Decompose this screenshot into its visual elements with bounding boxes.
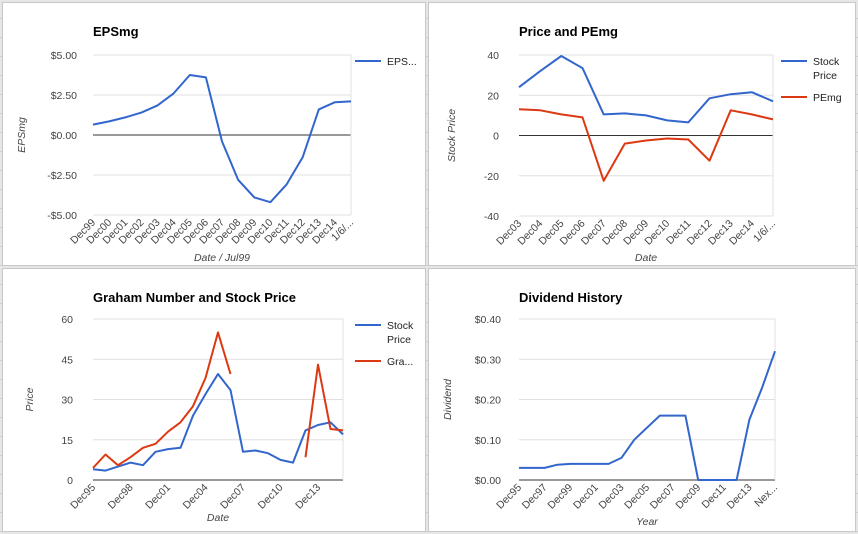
x-tick-label: Dec05 [622,482,652,512]
y-tick-label: 0 [67,475,73,487]
x-tick-label: Dec03 [597,482,627,512]
chart-epsmg: EPSmg-$5.00-$2.50$0.00$2.50$5.00EPSmgDec… [16,24,417,264]
x-tick-label: Dec04 [181,482,211,512]
y-tick-label: -$2.50 [47,170,77,182]
x-axis-title: Date / Jul99 [194,252,250,264]
chart-title: EPSmg [93,24,139,39]
x-tick-label: Dec10 [256,482,286,512]
y-tick-label: 40 [487,50,499,62]
y-tick-label: $0.00 [51,130,77,142]
y-tick-label: 30 [61,395,73,407]
series-line-dividend [519,350,776,481]
chart-panel-graham: Graham Number and Stock Price 0 15 30 45 60 Pr… [2,268,426,532]
y-tick-label: $2.50 [51,90,77,102]
y-tick-label: $0.20 [475,395,501,407]
x-tick-label: 1/6/... [751,218,778,245]
x-tick-label: Dec13 [725,482,755,512]
y-tick-label: 0 [493,131,499,143]
y-tick-label: -$5.00 [47,210,77,222]
y-tick-label: -40 [484,211,499,223]
x-axis-title: Date [635,252,657,264]
chart-panel-price-pemg: Price and PEmg -40 -20 0 20 40 Stock Price Dec0… [428,2,856,266]
y-tick-label: $0.40 [475,314,501,326]
x-tick-label: Dec09 [673,482,703,512]
legend-label: Price [813,70,837,82]
x-axis-title: Year [636,516,658,528]
y-tick-label: -20 [484,171,499,183]
x-tick-label: Dec01 [571,482,601,512]
chart-title: Dividend History [519,290,623,305]
y-axis-title: Price [24,387,36,411]
x-tick-label: Dec13 [293,482,323,512]
chart-title: Price and PEmg [519,24,618,39]
series-line-pemg [518,108,774,182]
legend-label: PEmg [813,92,842,104]
x-tick-label: Nex... [752,482,780,510]
x-tick-label: Dec97 [520,482,550,512]
x-tick-label: Dec99 [545,482,575,512]
x-axis-title: Date [207,512,229,524]
series-line-gra [304,363,344,458]
legend-label: Stock [387,320,414,332]
chart-panel-epsmg: EPSmg -$5.00 -$2.50 $0.00 $2.50 $5.00 EPSmg Dec… [2,2,426,266]
y-tick-label: $5.00 [51,50,77,62]
y-axis-title: Stock Price [446,109,458,162]
series-line-eps [92,74,352,204]
chart-graham-number: Graham Number and Stock Price 0 15 30 45 60 Pr… [24,290,414,524]
series-line-stock-price [92,373,344,472]
chart-title: Graham Number and Stock Price [93,290,296,305]
y-tick-label: 15 [61,435,73,447]
y-tick-label: $0.10 [475,435,501,447]
x-tick-label: Dec98 [106,482,136,512]
legend-label: EPS... [387,56,417,68]
x-tick-label: Dec07 [218,482,248,512]
x-tick-label: Dec01 [143,482,173,512]
y-tick-label: $0.00 [475,475,501,487]
y-axis-title: Dividend [442,378,454,420]
legend-label: Price [387,334,411,346]
y-tick-label: 45 [61,354,73,366]
legend-label: Gra... [387,356,413,368]
series-line-stock-price [518,55,774,124]
chart-panel-dividend: Dividend History $0.00 $0.10 $0.20 $0.30 $0.4… [428,268,856,532]
x-tick-label: Dec11 [700,482,730,512]
series-line-gra [92,331,232,469]
y-tick-label: $0.30 [475,354,501,366]
y-tick-label: 20 [487,90,499,102]
legend-label: Stock [813,56,840,68]
y-tick-label: 60 [61,314,73,326]
x-tick-label: Dec07 [648,482,678,512]
y-axis-title: EPSmg [16,117,28,153]
chart-dividend-history: Dividend History $0.00 $0.10 $0.20 $0.30 $0.4… [442,290,780,528]
